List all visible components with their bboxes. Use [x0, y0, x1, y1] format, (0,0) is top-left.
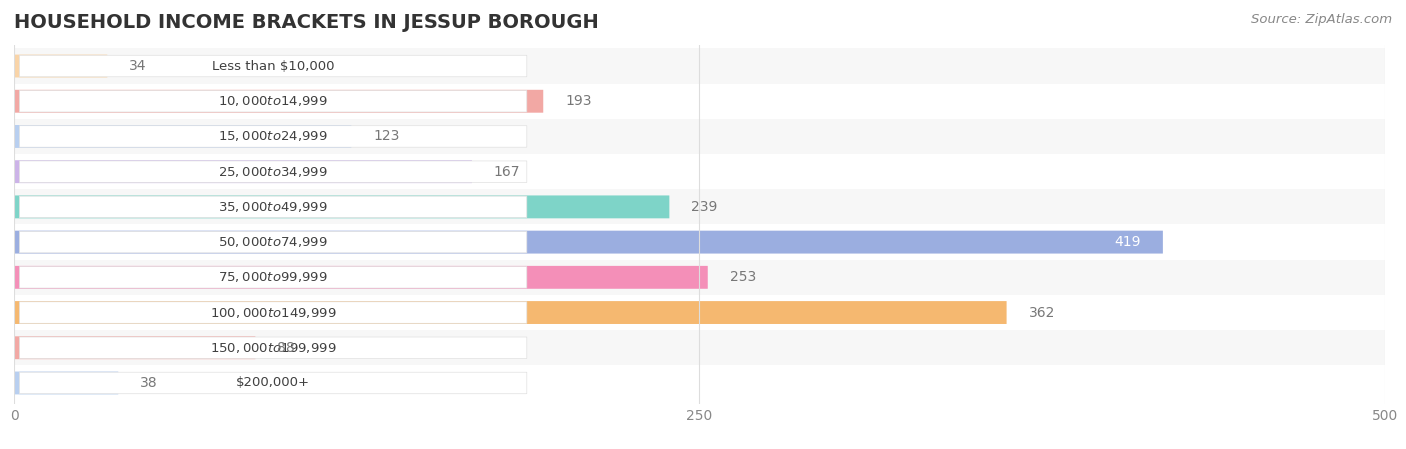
- FancyBboxPatch shape: [14, 336, 256, 359]
- FancyBboxPatch shape: [14, 231, 1163, 254]
- FancyBboxPatch shape: [20, 267, 527, 288]
- Text: 88: 88: [277, 341, 295, 355]
- Text: 123: 123: [373, 129, 399, 144]
- FancyBboxPatch shape: [14, 90, 543, 113]
- Text: 38: 38: [141, 376, 157, 390]
- Bar: [14, 260, 1385, 295]
- Text: 193: 193: [565, 94, 592, 108]
- Text: 239: 239: [692, 200, 717, 214]
- FancyBboxPatch shape: [20, 161, 527, 182]
- Bar: [14, 154, 1385, 189]
- Text: $25,000 to $34,999: $25,000 to $34,999: [218, 165, 328, 179]
- FancyBboxPatch shape: [14, 371, 118, 394]
- FancyBboxPatch shape: [20, 55, 527, 77]
- Text: $75,000 to $99,999: $75,000 to $99,999: [218, 270, 328, 284]
- FancyBboxPatch shape: [20, 337, 527, 358]
- Bar: [14, 84, 1385, 119]
- FancyBboxPatch shape: [20, 302, 527, 323]
- Text: $50,000 to $74,999: $50,000 to $74,999: [218, 235, 328, 249]
- FancyBboxPatch shape: [20, 372, 527, 394]
- Text: Source: ZipAtlas.com: Source: ZipAtlas.com: [1251, 13, 1392, 26]
- Bar: [14, 295, 1385, 330]
- Text: HOUSEHOLD INCOME BRACKETS IN JESSUP BOROUGH: HOUSEHOLD INCOME BRACKETS IN JESSUP BORO…: [14, 13, 599, 32]
- Text: $150,000 to $199,999: $150,000 to $199,999: [209, 341, 336, 355]
- Bar: [14, 365, 1385, 401]
- Bar: [14, 48, 1385, 84]
- Bar: [14, 224, 1385, 260]
- Text: $200,000+: $200,000+: [236, 376, 311, 389]
- FancyBboxPatch shape: [14, 55, 107, 78]
- FancyBboxPatch shape: [14, 195, 669, 218]
- FancyBboxPatch shape: [14, 125, 352, 148]
- FancyBboxPatch shape: [20, 196, 527, 218]
- FancyBboxPatch shape: [20, 231, 527, 253]
- FancyBboxPatch shape: [14, 301, 1007, 324]
- FancyBboxPatch shape: [14, 266, 707, 289]
- FancyBboxPatch shape: [20, 126, 527, 147]
- Text: $100,000 to $149,999: $100,000 to $149,999: [209, 305, 336, 320]
- FancyBboxPatch shape: [14, 160, 472, 183]
- Bar: [14, 330, 1385, 365]
- Text: 34: 34: [129, 59, 146, 73]
- Bar: [14, 189, 1385, 224]
- Text: 167: 167: [494, 165, 520, 179]
- Text: $10,000 to $14,999: $10,000 to $14,999: [218, 94, 328, 108]
- FancyBboxPatch shape: [20, 91, 527, 112]
- Text: 419: 419: [1115, 235, 1140, 249]
- Text: 253: 253: [730, 270, 756, 284]
- Text: Less than $10,000: Less than $10,000: [212, 60, 335, 73]
- Text: $35,000 to $49,999: $35,000 to $49,999: [218, 200, 328, 214]
- Text: $15,000 to $24,999: $15,000 to $24,999: [218, 129, 328, 144]
- Bar: [14, 119, 1385, 154]
- Text: 362: 362: [1029, 305, 1054, 320]
